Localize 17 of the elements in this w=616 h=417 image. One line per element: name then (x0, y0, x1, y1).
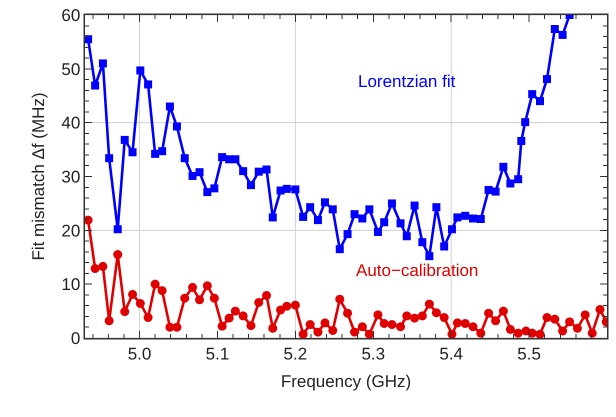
x-tick-label: 5.0 (128, 344, 152, 364)
y-tick-label: 40 (61, 114, 80, 133)
x-tick-label: 5.5 (517, 344, 541, 364)
y-tick-label: 10 (61, 275, 80, 294)
y-tick-label: 50 (61, 60, 80, 79)
y-tick-label: 60 (61, 6, 80, 25)
x-tick-label: 5.1 (206, 344, 230, 364)
x-tick-label: 5.2 (284, 344, 308, 364)
x-tick-label: 5.4 (439, 344, 463, 364)
text: Lorentzian fit (358, 72, 456, 91)
x-axis-title: Frequency (GHz) (280, 372, 412, 391)
y-tick-label: 20 (61, 221, 80, 240)
y-axis-title: Fit mismatch Δf (MHz) (29, 92, 48, 261)
y-tick-label: 30 (61, 167, 80, 186)
x-tick-label: 5.3 (361, 344, 386, 364)
series-label: Auto−calibration (356, 261, 478, 280)
y-tick-label: 0 (70, 328, 80, 348)
